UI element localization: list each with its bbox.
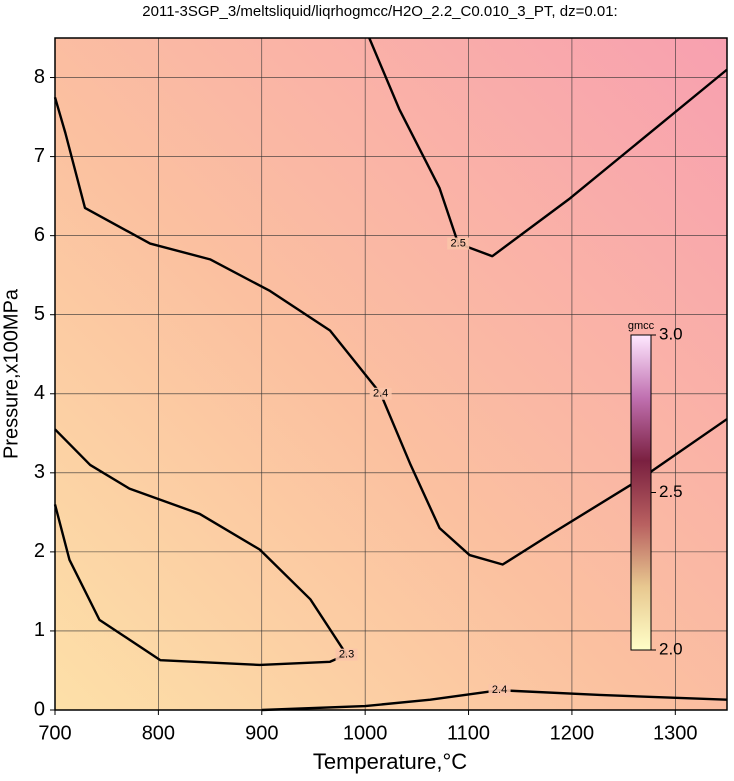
contour-label-bg [335,648,358,661]
x-axis-label: Temperature,°C [313,749,467,774]
contour-label-bg [369,387,392,400]
colorbar-tick-label: 3.0 [659,324,683,343]
x-tick-label: 700 [38,722,71,744]
y-tick-label: 2 [34,540,45,562]
contour-label: 2.5 [451,237,466,249]
y-tick-label: 5 [34,303,45,325]
y-tick-label: 4 [34,382,45,404]
x-tick-label: 800 [142,722,175,744]
y-tick-label: 0 [34,698,45,720]
colorbar-tick-label: 2.5 [659,482,683,501]
colorbar-label: gmcc [628,320,655,332]
colorbar [630,334,652,651]
y-tick-label: 1 [34,619,45,641]
x-tick-label: 1200 [550,722,595,744]
x-tick-label: 1000 [343,722,388,744]
chart-title: 2011-3SGP_3/meltsliquid/liqrhogmcc/H2O_2… [142,3,617,20]
x-tick-label: 1100 [447,722,490,744]
y-tick-label: 7 [34,145,45,167]
contour-label: 2.3 [339,649,354,661]
contour-line [261,689,728,712]
y-tick-label: 8 [34,66,45,88]
x-tick-label: 900 [245,722,278,744]
y-tick-label: 6 [34,224,45,246]
contour-label: 2.4 [373,388,388,400]
contour-label: 2.4 [492,684,507,696]
colorbar-tick-label: 2.0 [659,639,683,658]
contour-label-bg [488,684,511,697]
plot-background [55,38,727,710]
y-axis-label: Pressure,x100MPa [0,288,22,459]
plot-frame [54,37,728,711]
y-tick-label: 3 [34,461,45,483]
x-tick-label: 1300 [653,722,698,744]
contour-label-bg [447,237,470,250]
